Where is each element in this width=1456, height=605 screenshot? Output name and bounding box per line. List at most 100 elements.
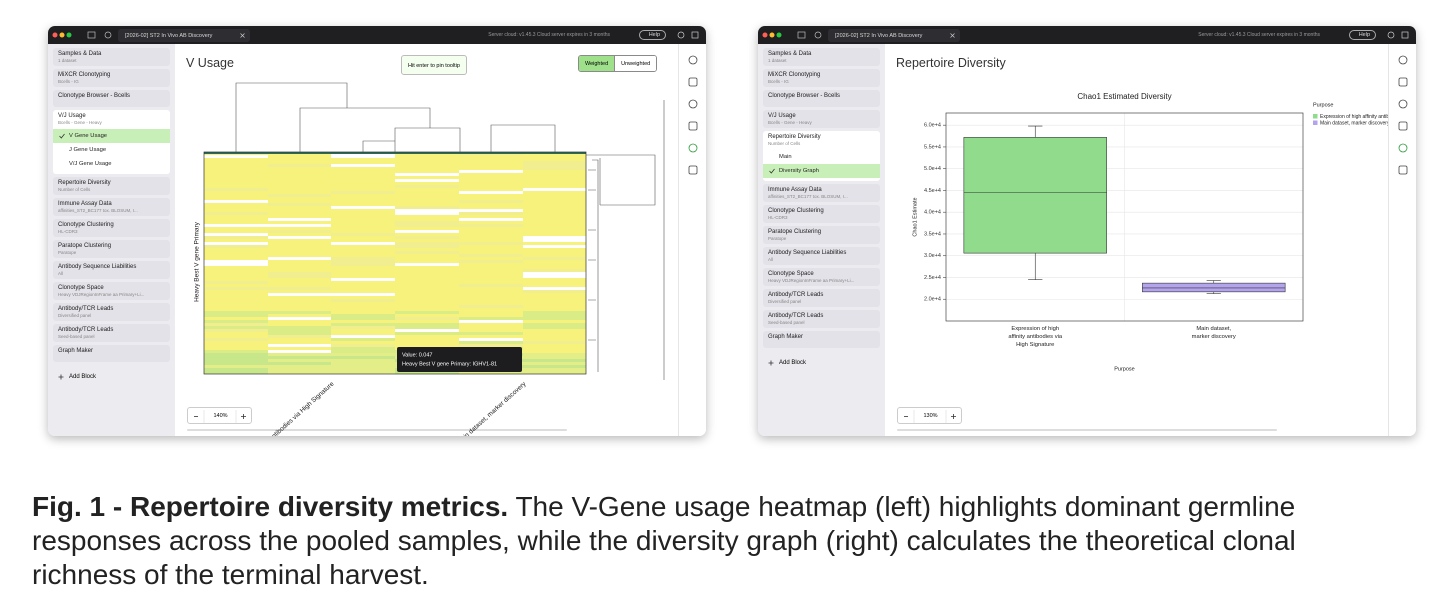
heatmap-cell (331, 275, 395, 279)
heatmap-cell (331, 209, 395, 213)
sidebar-item[interactable]: Antibody Sequence Liabilities All (53, 261, 170, 279)
item-title: Paratope Clustering (768, 229, 822, 235)
heatmap-cell (204, 296, 268, 300)
help-button[interactable]: Help (1348, 30, 1376, 40)
sidebar-item[interactable]: Repertoire Diversity Number of Cells Main D… (763, 131, 880, 181)
sidebar-item[interactable]: V/J Usage Bcells - Gene - Heavy (763, 110, 880, 128)
x-tick-label: Main dataset, marker discovery (1191, 326, 1236, 340)
sub-item[interactable]: Main (763, 150, 880, 164)
heatmap-cell (331, 176, 395, 180)
item-title: Clonotype Clustering (768, 208, 824, 214)
tool-column (1388, 44, 1416, 436)
heatmap-cell (523, 191, 586, 195)
sidebar-item[interactable]: MiXCR Clonotyping Bcells - IG (763, 69, 880, 87)
heatmap-cell (523, 263, 586, 267)
sidebar-item[interactable]: Antibody/TCR Leads Seed-based panel (53, 324, 170, 342)
add-block[interactable]: Add Block (763, 357, 880, 369)
tool-icon (688, 165, 698, 175)
item-title: Antibody/TCR Leads (58, 327, 114, 333)
item-title: Samples & Data (58, 51, 102, 57)
heatmap-cell (204, 284, 268, 288)
heatmap-cell (204, 197, 268, 201)
item-subtitle: Number of Cells (768, 141, 801, 146)
plus-icon (768, 360, 774, 366)
panel-title: Repertoire Diversity (896, 56, 1006, 70)
heatmap-cell (204, 245, 268, 249)
sidebar-item[interactable]: Paratope Clustering Paratope (763, 226, 880, 244)
heatmap-cell (204, 335, 268, 339)
heatmap-cell (395, 371, 459, 375)
sidebar-item[interactable]: Clonotype Browser - Bcells (763, 90, 880, 107)
sidebar-item[interactable]: Clonotype Clustering HL-CDR3 (53, 219, 170, 237)
heatmap-cell (395, 161, 459, 165)
sidebar-item[interactable]: Antibody/TCR Leads Diversified panel (763, 289, 880, 307)
sidebar-item[interactable]: Clonotype Clustering HL-CDR3 (763, 205, 880, 223)
zoom-control: 140% (187, 407, 252, 424)
heatmap-cell (395, 236, 459, 240)
add-block[interactable]: Add Block (53, 371, 170, 383)
sub-item[interactable]: J Gene Usage (53, 143, 170, 157)
heatmap-cell (268, 320, 331, 324)
sidebar-item[interactable]: Immune Assay Data affinities_ST2_BC177 to… (763, 184, 880, 202)
sidebar-item[interactable]: Antibody Sequence Liabilities All (763, 247, 880, 265)
sidebar-item[interactable]: Repertoire Diversity Number of Cells (53, 177, 170, 195)
heatmap-cell (459, 158, 523, 162)
item-subtitle: Paratope (768, 236, 787, 241)
item-title: Clonotype Browser - Bcells (768, 93, 841, 99)
heatmap-cell (523, 272, 586, 276)
sidebar-item[interactable]: Clonotype Space Heavy VDJRegionInFrame aa… (53, 282, 170, 300)
heatmap-cell (204, 155, 268, 159)
heatmap-cell (204, 281, 268, 285)
heatmap-cell (523, 323, 586, 327)
heatmap-cell (204, 365, 268, 369)
heatmap-cell (523, 353, 586, 357)
heatmap-cell (268, 206, 331, 210)
heatmap-cell (523, 293, 586, 297)
sidebar-item[interactable]: Samples & Data 1 dataset (53, 48, 170, 66)
item-title: Antibody Sequence Liabilities (768, 250, 847, 256)
sidebar-item[interactable]: Immune Assay Data affinities_ST2_BC177 to… (53, 198, 170, 216)
heatmap-cell (459, 338, 523, 342)
x-axis-label: Purpose (1114, 366, 1135, 372)
heatmap-cell (204, 305, 268, 309)
heatmap-cell (523, 368, 586, 372)
sidebar-item[interactable]: Samples & Data 1 dataset (763, 48, 880, 66)
check-icon (769, 168, 775, 174)
sidebar-item[interactable]: Antibody/TCR Leads Seed-based panel (763, 310, 880, 328)
heatmap-cell (459, 236, 523, 240)
heatmap-cell (459, 218, 523, 222)
heatmap-cell (268, 290, 331, 294)
help-button[interactable]: Help (638, 30, 666, 40)
heatmap-cell (204, 224, 268, 228)
heatmap-cell (523, 281, 586, 285)
sidebar-item[interactable]: Clonotype Space Heavy VDJRegionInFrame aa… (763, 268, 880, 286)
tool-icon (688, 55, 698, 65)
heatmap-cell (331, 314, 395, 318)
item-title: Antibody/TCR Leads (768, 313, 824, 319)
sidebar-item[interactable]: Paratope Clustering Paratope (53, 240, 170, 258)
heatmap-cell (268, 245, 331, 249)
y-tick-label: 6.0e+4 (924, 123, 941, 129)
heatmap-cell (459, 326, 523, 330)
y-tick-label: 2.0e+4 (924, 297, 941, 303)
heatmap-cell (268, 359, 331, 363)
sidebar-item[interactable]: Graph Maker (763, 331, 880, 348)
sub-item[interactable]: Diversity Graph (763, 164, 880, 178)
item-subtitle: Diversified panel (58, 313, 92, 318)
sidebar-item[interactable]: V/J Usage Bcells - Gene - Heavy V Gene Usa… (53, 110, 170, 174)
toggle-option[interactable]: Weighted (579, 56, 615, 71)
sub-item[interactable]: V Gene Usage (53, 129, 170, 143)
sub-item[interactable]: V/J Gene Usage (53, 157, 170, 171)
heatmap-cell (395, 230, 459, 234)
sidebar-item[interactable]: Antibody/TCR Leads Diversified panel (53, 303, 170, 321)
heatmap-cell (459, 245, 523, 249)
sidebar-item[interactable]: Graph Maker (53, 345, 170, 362)
app-window: [2026-02] ST2 In Vivo AB Discovery Server… (48, 26, 706, 436)
heatmap-cell (204, 230, 268, 234)
heatmap-cell (331, 257, 395, 261)
window-dot (59, 32, 65, 38)
sidebar-item[interactable]: Clonotype Browser - Bcells (53, 90, 170, 107)
tool-icon (688, 99, 698, 109)
sidebar-item[interactable]: MiXCR Clonotyping Bcells - IG (53, 69, 170, 87)
toggle-option[interactable]: Unweighted (614, 56, 657, 71)
